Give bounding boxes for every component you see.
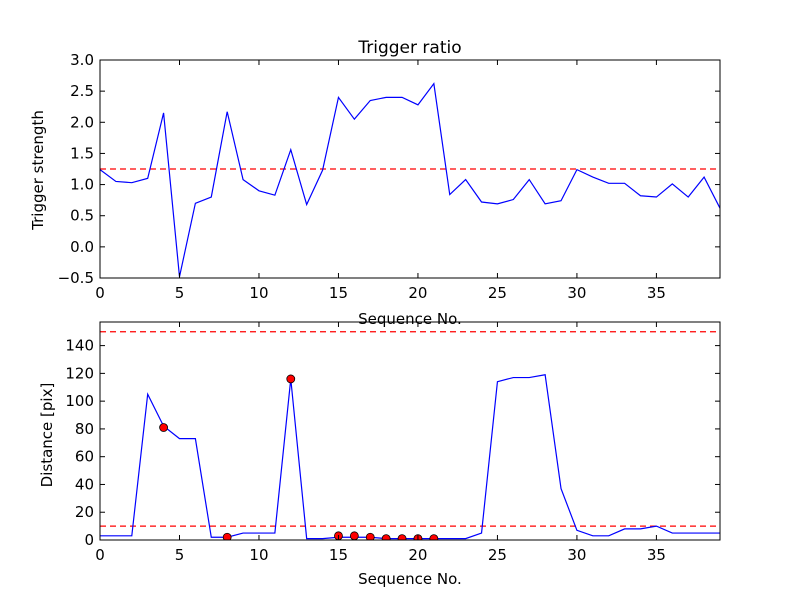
x-axis-label: Sequence No. (358, 310, 462, 328)
axes-frame (99, 321, 721, 541)
data-point-marker (286, 374, 296, 384)
x-tick-label: 30 (567, 546, 586, 564)
x-tick-label: 10 (249, 284, 268, 302)
y-tick-label: −0.5 (58, 269, 94, 287)
y-tick-label: 0.0 (70, 238, 94, 256)
x-tick-label: 15 (329, 546, 348, 564)
y-axis-label: Distance [pix] (38, 383, 56, 488)
data-point-marker (381, 534, 391, 540)
series-line (100, 82, 720, 277)
y-tick-label: 2.0 (70, 113, 94, 131)
y-tick-label: 0.5 (70, 207, 94, 225)
plot-area: 0 5 10 15 20 25 30 35 −0.5 0.0 0.5 1.0 1.5 2.0 2.5 3.0 (58, 51, 721, 302)
y-tick-label: 60 (75, 448, 94, 466)
y-axis-label: Trigger strength (29, 110, 47, 231)
plot-content (100, 331, 720, 540)
axes-frame (99, 59, 721, 279)
x-tick-label: 25 (488, 546, 507, 564)
chart-title: Trigger ratio (357, 38, 461, 58)
data-point-marker (349, 531, 359, 540)
y-tick-label: 1.0 (70, 176, 94, 194)
distance-chart: 0 5 10 15 20 25 30 35 0 20 40 60 80 100 120 140 Sequenc… (38, 321, 721, 588)
y-tick-label: 40 (75, 475, 94, 493)
x-tick-label: 35 (647, 284, 666, 302)
x-tick-label: 25 (488, 284, 507, 302)
x-axis-label: Sequence No. (358, 570, 462, 588)
x-tick-label: 35 (647, 546, 666, 564)
y-tick-label: 2.5 (70, 82, 94, 100)
y-tick-label: 120 (65, 364, 94, 382)
trigger-ratio-chart: Trigger ratio 0 5 10 15 20 25 30 35 −0.5 0.0 0.5 1.… (29, 38, 721, 328)
x-tick-label: 30 (567, 284, 586, 302)
x-tick-label: 5 (175, 284, 185, 302)
y-tick-label: 1.5 (70, 144, 94, 162)
x-tick-label: 15 (329, 284, 348, 302)
data-point-marker (222, 532, 232, 540)
y-tick-label: 80 (75, 420, 94, 438)
y-tick-label: 3.0 (70, 51, 94, 69)
x-tick-label: 20 (408, 284, 427, 302)
x-tick-label: 0 (95, 284, 105, 302)
plot-content (100, 82, 720, 277)
x-tick-label: 5 (175, 546, 185, 564)
data-point-marker (159, 423, 168, 432)
data-point-marker (429, 534, 439, 540)
plot-area: 0 5 10 15 20 25 30 35 0 20 40 60 80 100 120 140 (65, 321, 721, 564)
y-tick-label: 100 (65, 392, 94, 410)
y-tick-label: 140 (65, 337, 94, 355)
series-line (100, 374, 720, 540)
data-point-marker (397, 534, 407, 540)
x-tick-label: 0 (95, 546, 105, 564)
y-tick-label: 0 (84, 531, 94, 549)
data-point-marker (365, 532, 375, 540)
x-tick-label: 20 (408, 546, 427, 564)
x-tick-label: 10 (249, 546, 268, 564)
y-tick-label: 20 (75, 503, 94, 521)
